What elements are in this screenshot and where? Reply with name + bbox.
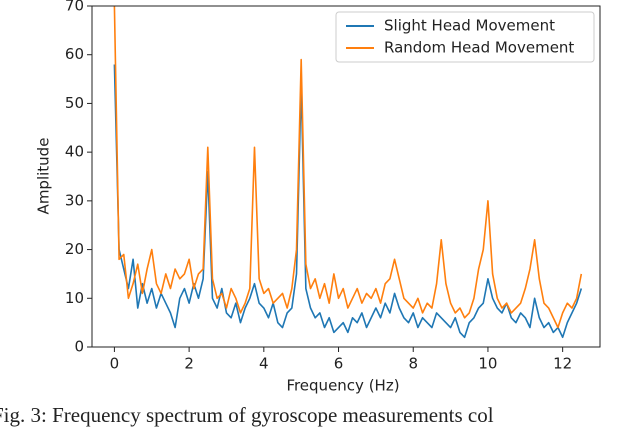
y-tick-label: 50	[65, 94, 84, 112]
y-tick-label: 10	[65, 289, 84, 307]
caption: Fig. 3: Frequency spectrum of gyroscope …	[0, 403, 494, 427]
series-line	[113, 64, 583, 339]
legend-box	[335, 11, 595, 63]
x-tick-label: 10	[478, 355, 497, 373]
plot-area	[113, 6, 583, 339]
y-tick-label: 0	[74, 338, 84, 356]
axes-frame	[91, 5, 601, 348]
y-tick-label: 60	[65, 45, 84, 63]
x-tick-label: 4	[259, 355, 269, 373]
x-tick-label: 6	[334, 355, 344, 373]
x-tick-label: 2	[184, 355, 194, 373]
y-tick-label: 20	[65, 240, 84, 258]
legend-label: Slight Head Movement	[384, 17, 555, 35]
x-tick-label: 8	[408, 355, 418, 373]
y-tick-label: 70	[65, 0, 84, 15]
series-line	[113, 6, 583, 329]
x-tick-label: 12	[553, 355, 572, 373]
legend-label: Random Head Movement	[384, 39, 574, 57]
y-tick-label: 40	[65, 143, 84, 161]
y-axis-label: Amplitude	[35, 138, 53, 215]
x-axis-label: Frequency (Hz)	[286, 377, 399, 395]
y-tick-label: 30	[65, 191, 84, 209]
x-tick-label: 0	[110, 355, 120, 373]
